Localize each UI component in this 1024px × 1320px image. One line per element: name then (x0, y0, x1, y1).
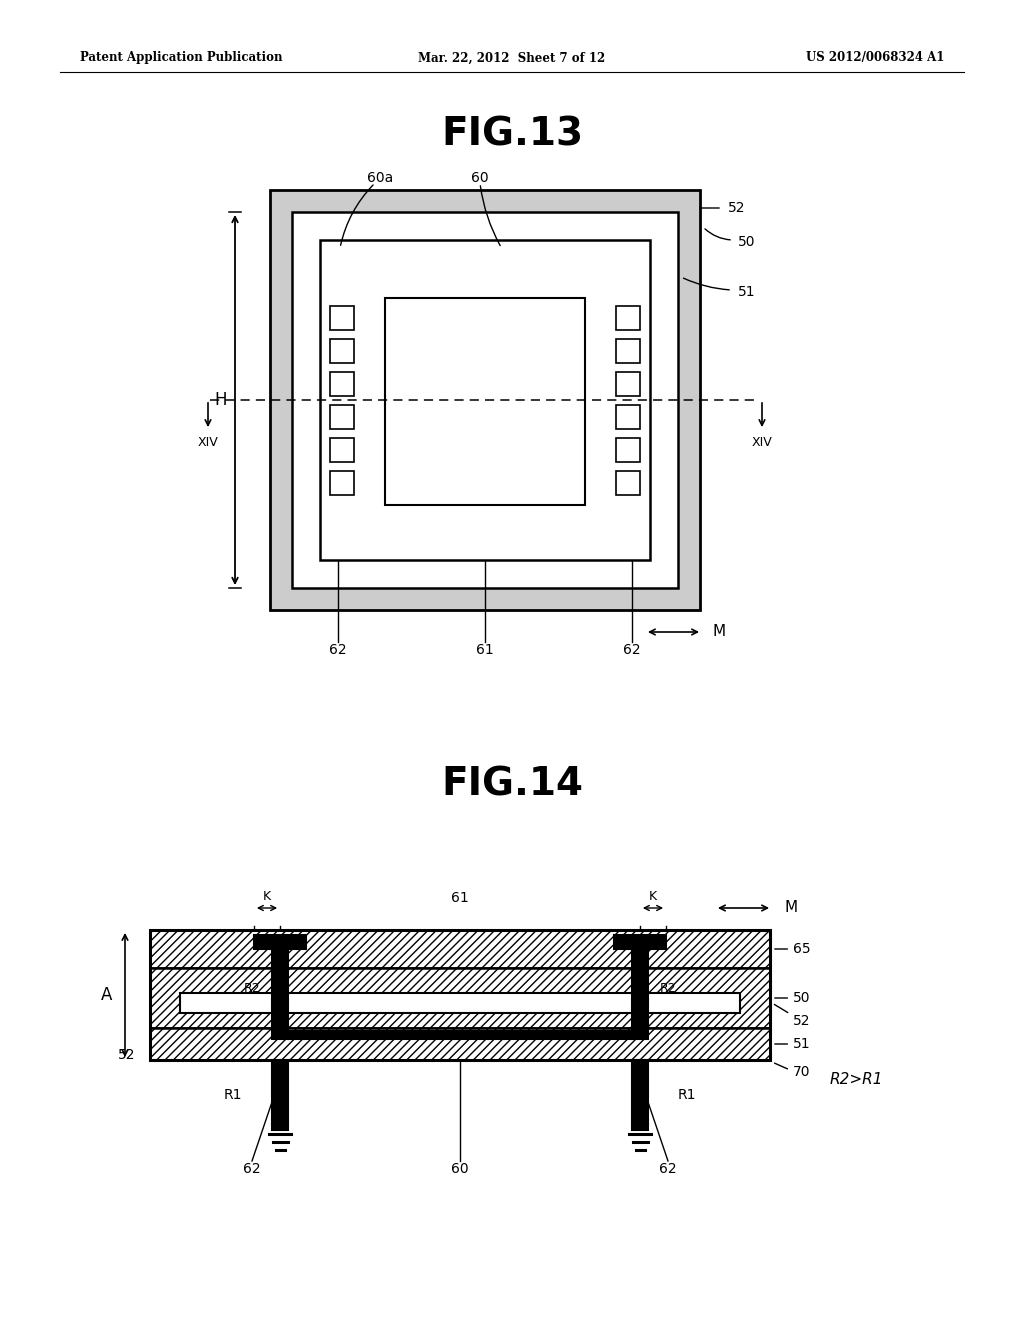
Text: 50: 50 (738, 235, 756, 249)
Bar (616, 470, 640, 495)
Bar (272, 949, 288, 1039)
Text: 70: 70 (793, 1065, 811, 1078)
Bar (272, 1060, 288, 1130)
Bar (150, 1028, 770, 1060)
Bar (330, 371, 354, 396)
Text: R2: R2 (244, 982, 260, 994)
Text: A: A (100, 986, 112, 1005)
Bar (150, 968, 770, 1028)
Text: R2>R1: R2>R1 (830, 1072, 884, 1088)
Text: 60: 60 (471, 172, 488, 185)
Text: H: H (214, 391, 227, 409)
Bar (180, 993, 740, 1012)
Text: XIV: XIV (752, 436, 772, 449)
Bar (330, 470, 354, 495)
Bar (616, 371, 640, 396)
Bar (292, 213, 678, 587)
Text: K: K (263, 890, 271, 903)
Text: 52: 52 (774, 1005, 811, 1028)
Text: FIG.13: FIG.13 (441, 116, 583, 154)
Text: 61: 61 (476, 643, 494, 657)
Text: 60a: 60a (367, 172, 393, 185)
Bar (254, 935, 306, 949)
Text: M: M (712, 624, 725, 639)
Bar (616, 404, 640, 429)
Text: 52: 52 (118, 1048, 135, 1063)
Text: R1: R1 (678, 1088, 696, 1102)
Bar (319, 240, 650, 560)
Bar (150, 931, 770, 968)
Text: R1: R1 (223, 1088, 242, 1102)
Text: M: M (784, 900, 797, 916)
Text: XIV: XIV (198, 436, 218, 449)
Text: 52: 52 (728, 201, 745, 215)
Text: K: K (649, 890, 657, 903)
Text: 62: 62 (329, 643, 347, 657)
Bar (632, 949, 648, 1039)
Bar (616, 437, 640, 462)
Text: US 2012/0068324 A1: US 2012/0068324 A1 (806, 51, 944, 65)
Bar (270, 190, 700, 610)
Bar (632, 1060, 648, 1130)
Bar (288, 1031, 632, 1039)
Text: R2: R2 (660, 982, 677, 994)
Bar (616, 338, 640, 363)
Text: 51: 51 (738, 285, 756, 300)
Text: 62: 62 (659, 1162, 677, 1176)
Text: 62: 62 (243, 1162, 261, 1176)
Text: 60: 60 (452, 1162, 469, 1176)
Text: 61: 61 (452, 891, 469, 906)
Text: 51: 51 (775, 1038, 811, 1051)
Bar (330, 437, 354, 462)
Bar (614, 935, 666, 949)
Bar (150, 931, 770, 1060)
Bar (330, 338, 354, 363)
Text: 50: 50 (775, 991, 811, 1005)
Bar (330, 404, 354, 429)
Bar (330, 305, 354, 330)
Text: Mar. 22, 2012  Sheet 7 of 12: Mar. 22, 2012 Sheet 7 of 12 (419, 51, 605, 65)
Text: Patent Application Publication: Patent Application Publication (80, 51, 283, 65)
Text: 65: 65 (775, 942, 811, 956)
Text: 62: 62 (624, 643, 641, 657)
Bar (616, 305, 640, 330)
Bar (385, 298, 585, 506)
Text: FIG.14: FIG.14 (441, 766, 583, 804)
